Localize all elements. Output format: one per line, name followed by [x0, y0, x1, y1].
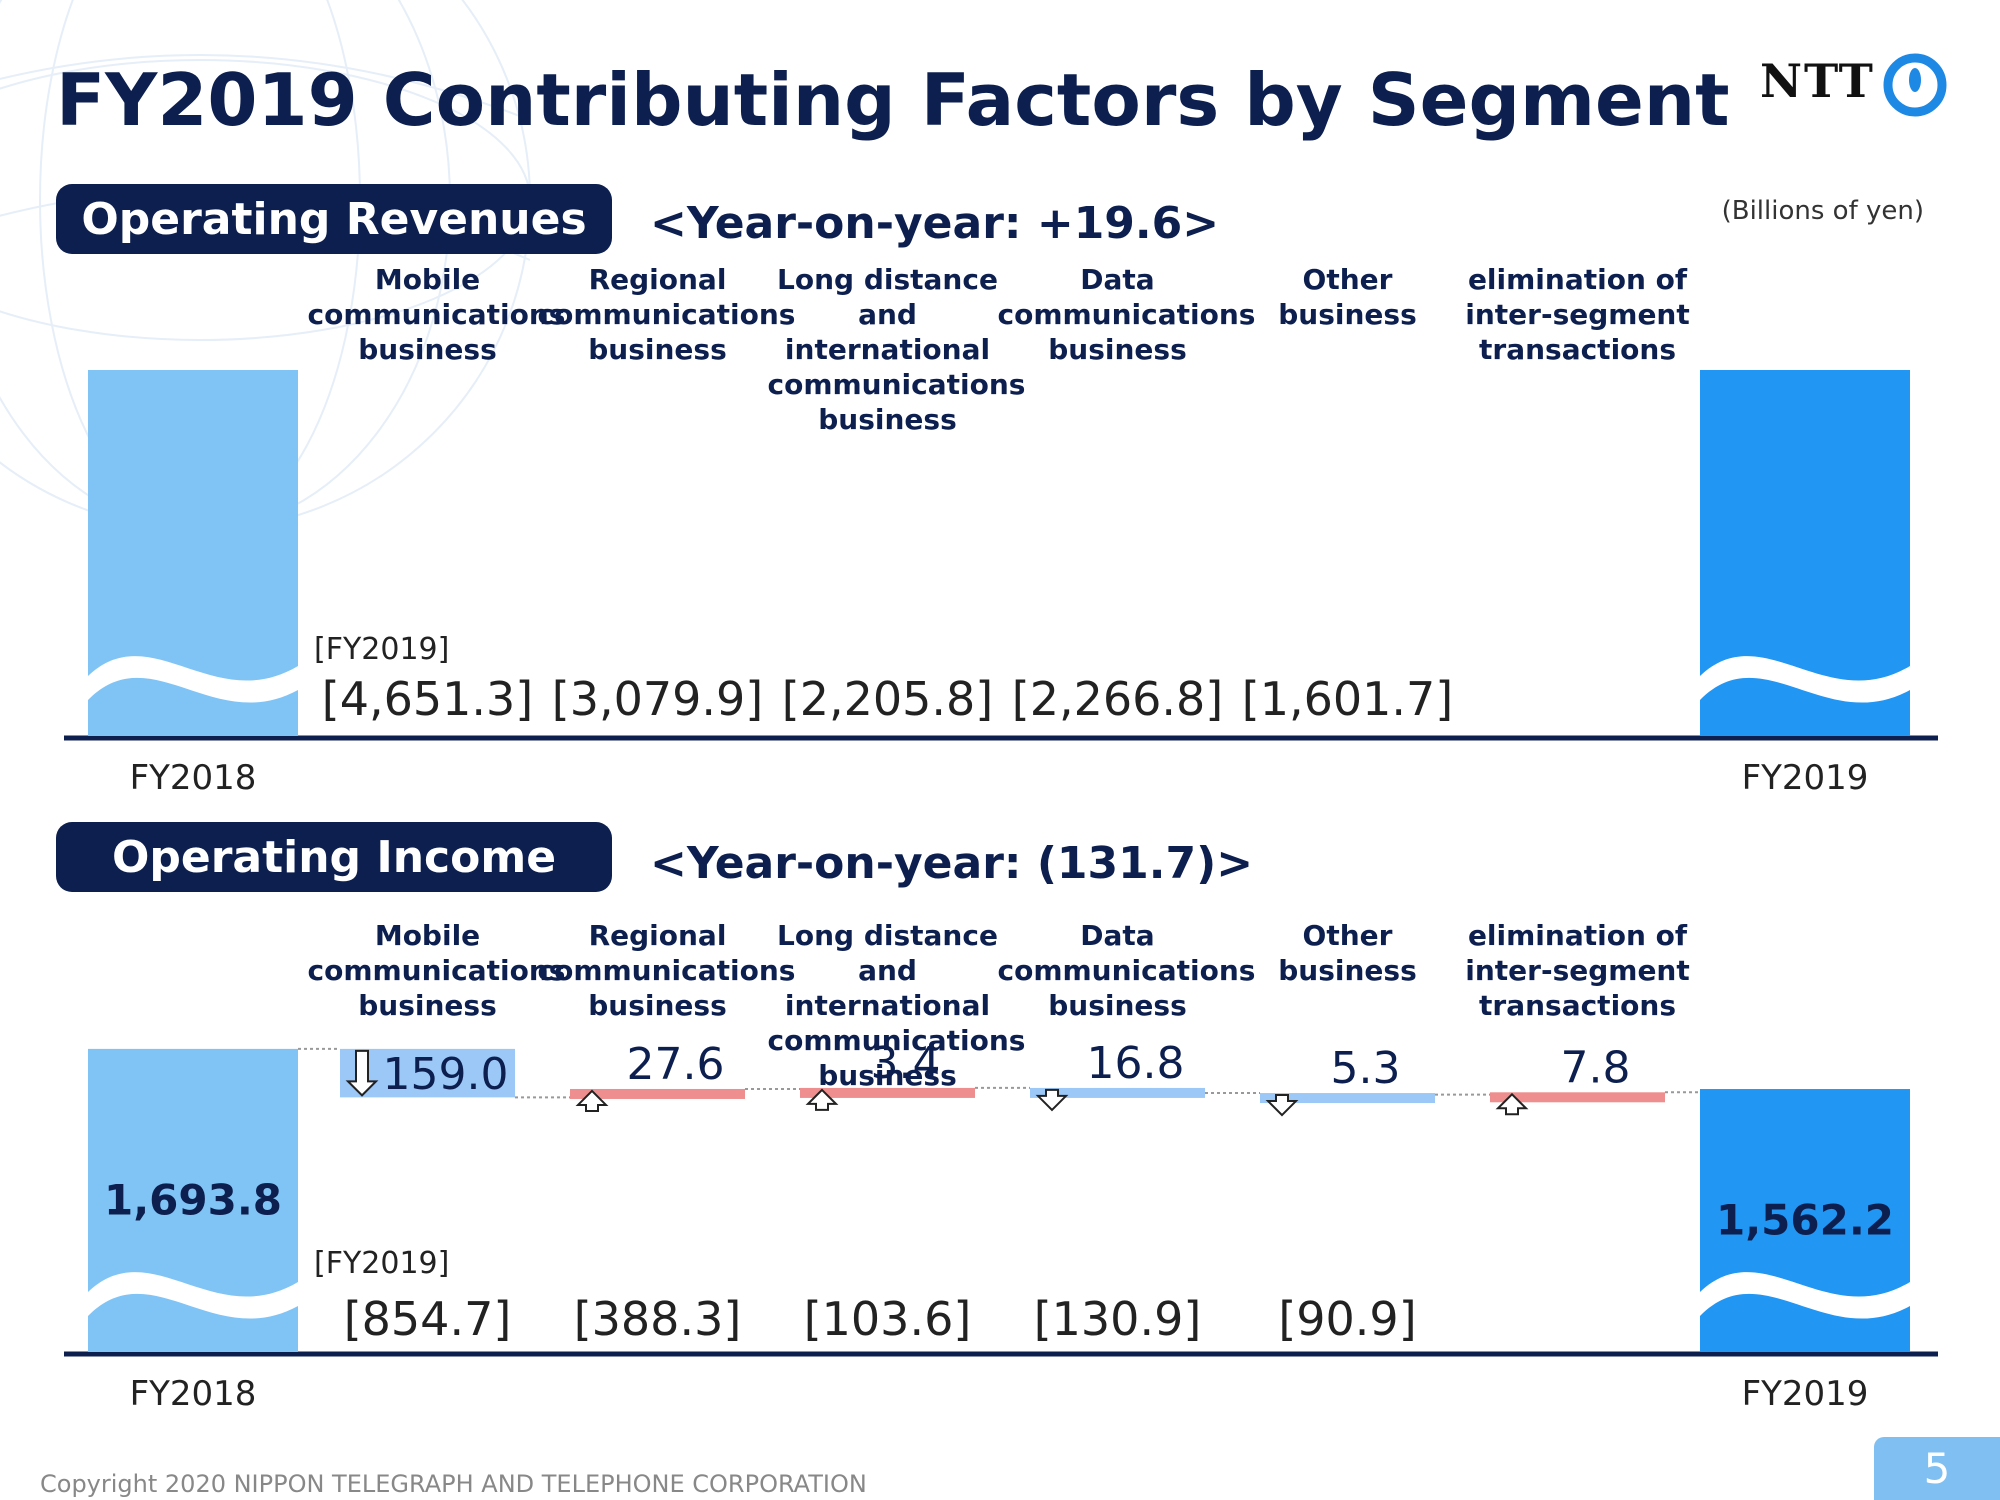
fy2019-value-4: [2,266.8] [1011, 672, 1224, 726]
category-label-5: Other business [1278, 919, 1417, 987]
data-label-change-3: 3.4 [871, 1038, 941, 1089]
fy2019-value-3: [103.6] [803, 1292, 972, 1346]
category-label-6: elimination of inter-segment transaction… [1465, 263, 1690, 366]
axis-label-fy2018: FY2018 [129, 1374, 257, 1414]
fy2019-value-2: [388.3] [573, 1292, 742, 1346]
section-pill-operating-income: Operating Income [56, 822, 612, 892]
page-number: 5 [1874, 1437, 2000, 1500]
arrow-up-icon [1495, 1092, 1529, 1116]
arrow-up-icon [575, 1089, 609, 1112]
section-pill-operating-revenues: Operating Revenues [56, 184, 612, 254]
category-label-5: Other business [1278, 263, 1417, 331]
category-label-4: Data communications business [997, 919, 1256, 1022]
axis-label-fy2019: FY2019 [1741, 1374, 1869, 1414]
fy2019-value-1: [4,651.3] [321, 672, 534, 726]
fy2019-note: [FY2019] [314, 632, 450, 667]
ntt-logo-icon [1883, 53, 1947, 117]
category-label-4: Data communications business [997, 263, 1256, 366]
category-label-1: Mobile communications business [307, 919, 566, 1022]
bar-change-3 [800, 1087, 975, 1098]
arrow-down-icon [1265, 1094, 1299, 1117]
category-label-6: elimination of inter-segment transaction… [1465, 919, 1690, 1022]
data-label-change-4: 16.8 [1087, 1038, 1185, 1089]
category-label-2: Regional communications business [537, 919, 796, 1022]
bar-wave-decoration [1700, 656, 1910, 703]
category-label-3: Long distance and international communic… [767, 919, 1026, 1092]
bar-change-4 [1030, 1087, 1205, 1098]
arrow-down-icon [345, 1049, 379, 1097]
data-label-change-2: 27.6 [627, 1039, 725, 1090]
bar-change-5 [1260, 1093, 1435, 1104]
fy2019-value-1: [854.7] [343, 1292, 512, 1346]
bar-wave-decoration [1700, 1272, 1910, 1319]
fy2019-value-5: [1,601.7] [1241, 672, 1454, 726]
operating-income-waterfall-chart: 1,693.8 159.0 27.6 3.4 16.8 5.3 7.8 1,562.2 [64, 1038, 1938, 1357]
bar-change-2 [570, 1088, 745, 1099]
operating-revenues-waterfall-chart: 11,879.8189.672.472.9103.2361.4110.111,8… [64, 370, 1938, 741]
category-label-3: Long distance and international communic… [767, 263, 1026, 436]
yoy-operating-revenues: <Year-on-year: +19.6> [650, 198, 1220, 249]
axis-label-fy2019: FY2019 [1741, 758, 1869, 798]
data-label-start-total: 1,693.8 [104, 1175, 282, 1224]
fy2019-note: [FY2019] [314, 1246, 450, 1281]
copyright-footer: Copyright 2020 NIPPON TELEGRAPH AND TELE… [40, 1470, 867, 1498]
fy2019-value-5: [90.9] [1278, 1292, 1417, 1346]
ntt-logo-text: NTT [1760, 54, 1875, 108]
data-label-end-total: 1,562.2 [1716, 1196, 1894, 1245]
fy2019-value-4: [130.9] [1033, 1292, 1202, 1346]
bar-wave-decoration [88, 656, 298, 703]
data-label-change-1: 159.0 [383, 1049, 509, 1100]
yoy-operating-income: <Year-on-year: (131.7)> [650, 838, 1254, 889]
fy2019-value-2: [3,079.9] [551, 672, 764, 726]
fy2019-value-3: [2,205.8] [781, 672, 994, 726]
category-label-1: Mobile communications business [307, 263, 566, 366]
arrow-down-icon [1035, 1088, 1069, 1112]
arrow-up-icon [805, 1088, 839, 1111]
axis-label-fy2018: FY2018 [129, 758, 257, 798]
unit-note: (Billions of yen) [1721, 196, 1924, 226]
page-title: FY2019 Contributing Factors by Segment [56, 58, 1730, 142]
data-label-change-5: 5.3 [1331, 1043, 1401, 1094]
data-label-change-6: 7.8 [1561, 1042, 1631, 1093]
category-label-2: Regional communications business [537, 263, 796, 366]
bar-wave-decoration [88, 1272, 298, 1319]
bar-change-6 [1490, 1092, 1665, 1103]
